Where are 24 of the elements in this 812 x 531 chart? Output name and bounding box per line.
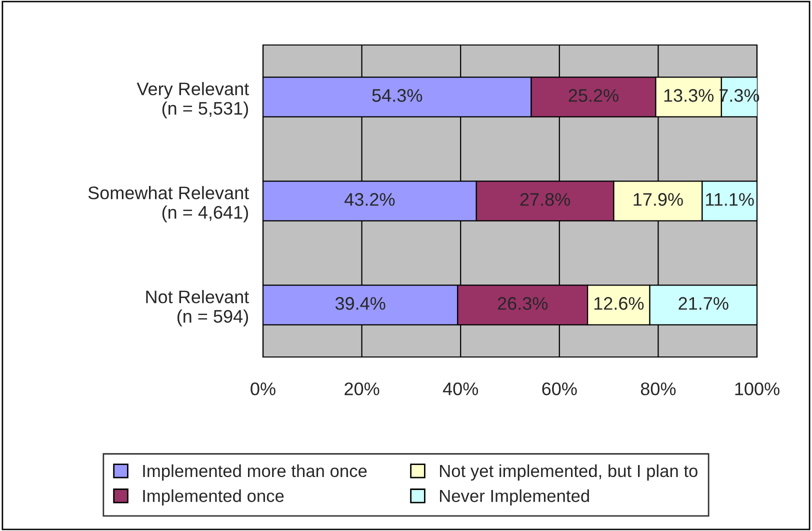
x-tick-label: 0% <box>250 382 276 396</box>
y-tick-label: Somewhat Relevant (n = 4,641) <box>88 186 249 222</box>
legend-label: Implemented more than once <box>143 464 367 481</box>
x-tick-label: 80% <box>640 382 676 396</box>
data-label: 39.4% <box>335 297 386 310</box>
data-label: 21.7% <box>678 297 728 310</box>
legend-label: Not yet implemented, but I plan to <box>440 464 698 481</box>
data-label: 43.2% <box>344 193 395 206</box>
data-label: 25.2% <box>568 89 618 102</box>
data-label: 26.3% <box>498 297 548 310</box>
data-label: 13.3% <box>664 89 714 102</box>
legend-label: Never Implemented <box>440 489 589 506</box>
x-tick-label: 60% <box>542 382 577 396</box>
legend-label: Implemented once <box>143 489 284 506</box>
y-tick-label: Not Relevant (n = 594) <box>146 290 249 326</box>
x-tick-label: 100% <box>735 382 780 396</box>
data-label: 27.8% <box>520 193 570 206</box>
y-tick-label: Very Relevant (n = 5,531) <box>136 82 249 118</box>
x-tick-label: 40% <box>442 382 478 396</box>
x-tick-label: 20% <box>344 382 380 396</box>
data-label: 12.6% <box>594 297 644 310</box>
data-label: 54.3% <box>372 89 422 102</box>
data-label: 11.1% <box>706 193 754 206</box>
data-label: 17.9% <box>634 193 683 206</box>
